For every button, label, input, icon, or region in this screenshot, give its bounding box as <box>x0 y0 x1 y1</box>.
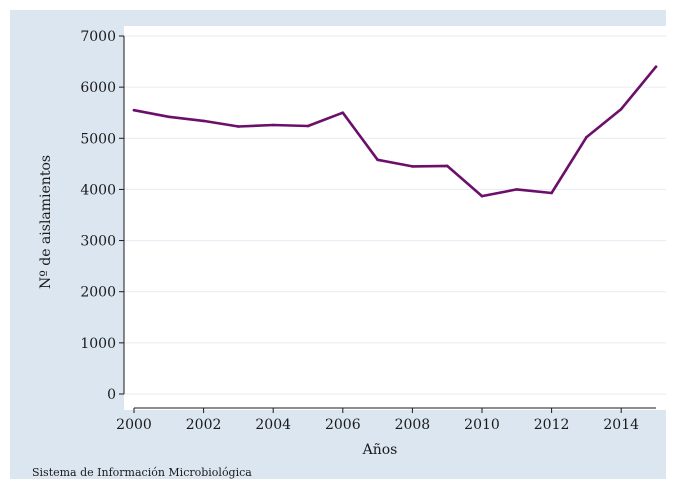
x-tick-labels: 2000 2002 2004 2006 2008 2010 2012 2014 <box>116 417 639 433</box>
y-tick-label: 5000 <box>80 131 116 147</box>
data-point <box>550 191 553 195</box>
plot-area <box>124 26 666 410</box>
x-tick-label: 2010 <box>464 417 500 433</box>
y-tick-labels: 0 1000 2000 3000 4000 5000 6000 7000 <box>80 29 116 403</box>
x-tick-label: 2012 <box>534 417 570 433</box>
x-tick-label: 2002 <box>186 417 222 433</box>
x-tick-label: 2006 <box>325 417 361 433</box>
data-point <box>515 188 519 191</box>
x-tick-label: 2014 <box>603 417 639 433</box>
data-point <box>411 165 414 168</box>
y-tick-label: 7000 <box>80 29 116 45</box>
y-tick-label: 4000 <box>80 182 116 198</box>
data-point <box>202 119 205 123</box>
data-point <box>271 123 275 127</box>
data-point <box>376 158 379 162</box>
data-point <box>306 124 310 128</box>
y-tick-label: 6000 <box>80 80 116 96</box>
x-tick-label: 2008 <box>395 417 431 433</box>
source-note: Sistema de Información Microbiológica <box>32 466 252 479</box>
x-tick-label: 2000 <box>116 417 152 433</box>
x-tick-label: 2004 <box>255 417 291 433</box>
data-point <box>237 125 240 128</box>
data-point <box>585 135 588 139</box>
y-tick-label: 3000 <box>80 234 116 250</box>
data-point <box>619 107 623 111</box>
x-axis-title: Años <box>362 442 398 458</box>
y-tick-label: 2000 <box>80 285 116 301</box>
y-tick-label: 1000 <box>80 336 116 352</box>
axes <box>119 35 656 413</box>
y-tick-label: 0 <box>107 387 116 403</box>
data-point <box>167 115 171 119</box>
series-lines <box>132 65 658 198</box>
data-point <box>654 65 658 68</box>
chart-frame: 0 1000 2000 3000 4000 5000 6000 7000 2000 2002 20… <box>10 10 666 479</box>
data-point <box>132 108 136 112</box>
data-point <box>445 164 449 168</box>
series-line <box>132 65 658 198</box>
y-axis-title: Nº de aislamientos <box>38 155 54 289</box>
data-point <box>341 111 345 115</box>
data-point <box>480 194 484 198</box>
gridlines <box>124 35 666 395</box>
